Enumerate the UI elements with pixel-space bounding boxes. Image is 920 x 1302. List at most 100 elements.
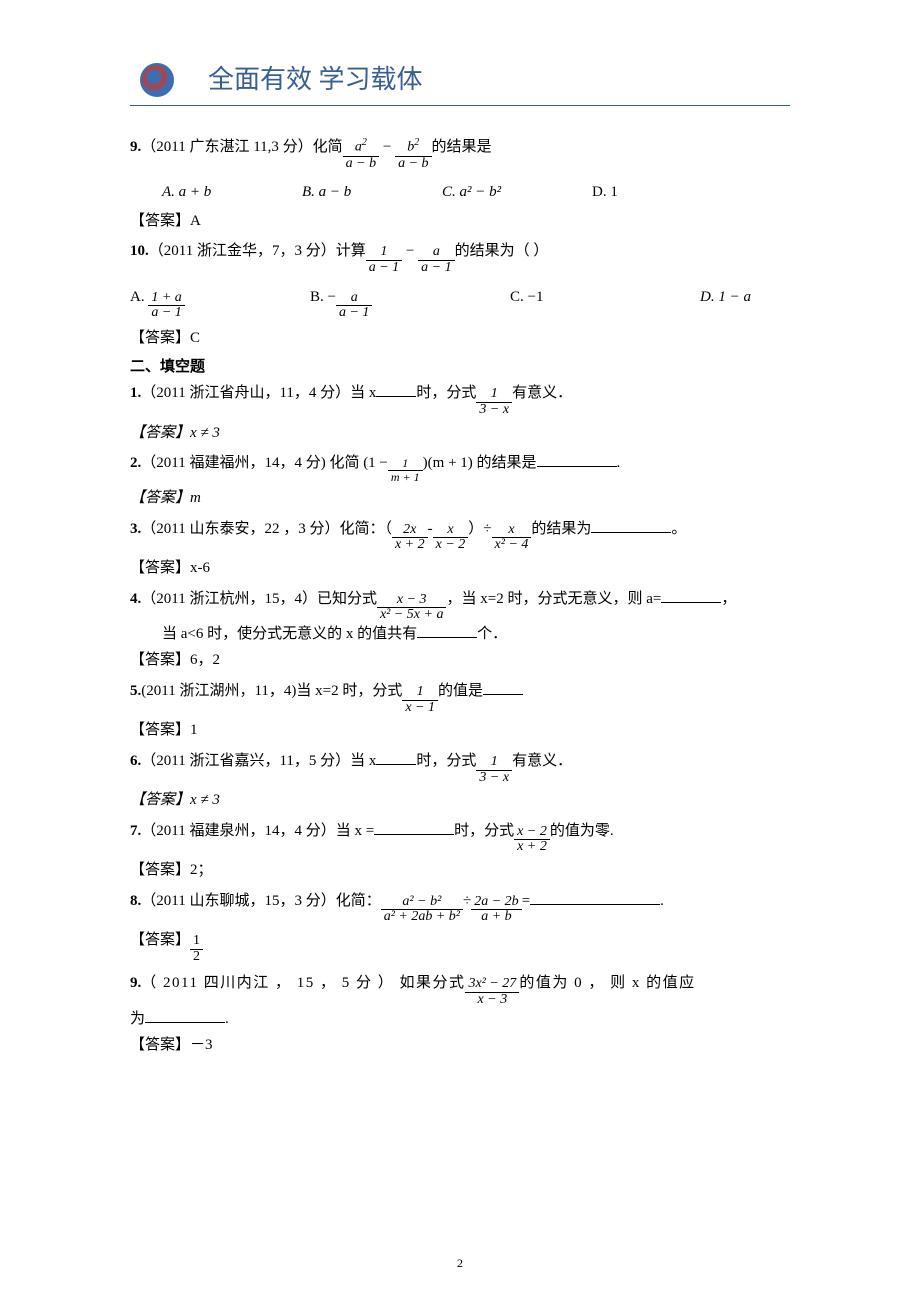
q9-frac1: a2 a − b	[343, 138, 379, 171]
logo-icon	[140, 63, 174, 97]
header-title: 全面有效 学习载体	[208, 60, 423, 99]
f7-frac: x − 2x + 2	[514, 825, 550, 855]
fill-5: 5. (2011 浙江湖州，11，4)当 x=2 时，分式 1x − 1 的值是	[130, 680, 790, 715]
q9-num: 9.	[130, 136, 141, 159]
f1-answer: 【答案】x ≠ 3	[130, 422, 790, 445]
fill-4: 4. （2011 浙江杭州，15，4）已知分式 x − 3x² − 5x + a…	[130, 588, 790, 646]
f4-mid: ，当 x=2 时，分式无意义，则 a=	[446, 588, 661, 611]
f6-tail: 有意义．	[512, 750, 572, 773]
f1-mid: 时，分式	[416, 382, 476, 405]
header: 全面有效 学习载体	[130, 60, 790, 106]
q9-opt-b: B. a − b	[302, 181, 442, 204]
q9-src: （2011 广东湛江 11,3 分）化简	[141, 136, 342, 159]
blank	[537, 466, 617, 467]
question-10: 10. （2011 浙江金华，7，3 分）计算 1a − 1 − aa − 1 …	[130, 240, 790, 321]
f3-tail: 的结果为	[531, 518, 591, 541]
f6-frac: 13 − x	[476, 755, 512, 785]
blank	[591, 532, 671, 533]
f5-src: (2011 浙江湖州，11，4)当 x=2 时，分式	[141, 680, 402, 703]
f3-frac3: xx² − 4	[492, 523, 532, 553]
f7-mid: 时，分式	[454, 820, 514, 843]
f9-src: （ 2011 四川内江 ， 15 ， 5 分 ） 如果分式	[141, 972, 465, 995]
f5-num: 5.	[130, 680, 141, 703]
f6-src: （2011 浙江省嘉兴，11，5 分）当 x	[141, 750, 376, 773]
q10-num: 10.	[130, 240, 149, 263]
f3-mid: ）÷	[468, 518, 491, 541]
q10-frac1: 1a − 1	[366, 245, 402, 275]
f9-line2: 为	[130, 1008, 145, 1031]
q10-opt-a: A. 1 + aa − 1	[130, 286, 310, 321]
f8-eq: =	[522, 890, 530, 913]
f7-num: 7.	[130, 820, 141, 843]
q10-options: A. 1 + aa − 1 B. − aa − 1 C. −1 D. 1 − a	[130, 286, 790, 321]
f1-num: 1.	[130, 382, 141, 405]
blank	[417, 637, 477, 638]
f8-num: 8.	[130, 890, 141, 913]
q10-opt-c: C. −1	[510, 286, 700, 321]
blank	[483, 694, 523, 695]
f2-frac: 1m + 1	[388, 457, 423, 483]
f1-src: （2011 浙江省舟山，11，4 分）当 x	[141, 382, 376, 405]
f5-frac: 1x − 1	[402, 685, 438, 715]
f6-num: 6.	[130, 750, 141, 773]
f1-frac: 13 − x	[476, 387, 512, 417]
f4-answer: 【答案】6，2	[130, 649, 790, 672]
f8-mid: ÷	[463, 890, 471, 913]
blank	[376, 764, 416, 765]
f6-answer: 【答案】x ≠ 3	[130, 789, 790, 812]
fill-6: 6. （2011 浙江省嘉兴，11，5 分）当 x 时，分式 13 − x 有意…	[130, 750, 790, 785]
section-2: 二、填空题	[130, 356, 790, 379]
f4-line2b: 个．	[477, 623, 507, 646]
f3-tail2: 。	[671, 518, 686, 541]
q10-opt-d: D. 1 − a	[700, 286, 751, 321]
f4-num: 4.	[130, 588, 141, 611]
f2-src: （2011 福建福州，14，4 分) 化简 (1 −	[141, 452, 388, 475]
f3-frac2: xx − 2	[433, 523, 469, 553]
q9-opt-a: A. a + b	[162, 181, 302, 204]
f3-src: （2011 山东泰安，22 ，3 分）化简：（	[141, 518, 392, 541]
f9-num: 9.	[130, 972, 141, 995]
q10-answer: 【答案】C	[130, 327, 790, 350]
f5-answer: 【答案】1	[130, 719, 790, 742]
f1-tail: 有意义．	[512, 382, 572, 405]
f7-src: （2011 福建泉州，14，4 分）当 x =	[141, 820, 374, 843]
f9-tail: 的值为 0 ， 则 x 的值应	[519, 972, 695, 995]
question-9: 9. （2011 广东湛江 11,3 分）化简 a2 a − b − b2 a …	[130, 136, 790, 204]
q9-answer: 【答案】A	[130, 210, 790, 233]
blank	[376, 396, 416, 397]
f8-answer: 【答案】 12	[130, 929, 790, 964]
f8-ans-frac: 12	[190, 934, 203, 964]
q9-frac2: b2 a − b	[395, 138, 431, 171]
q10-src: （2011 浙江金华，7，3 分）计算	[149, 240, 366, 263]
fill-2: 2. （2011 福建福州，14，4 分) 化简 (1 − 1m + 1 )(m…	[130, 452, 790, 483]
f7-tail: 的值为零.	[550, 820, 614, 843]
q9-opt-c: C. a² − b²	[442, 181, 592, 204]
fill-9: 9. （ 2011 四川内江 ， 15 ， 5 分 ） 如果分式 3x² − 2…	[130, 972, 790, 1030]
f3-frac1: 2xx + 2	[392, 523, 428, 553]
f5-tail: 的值是	[438, 680, 483, 703]
f3-num: 3.	[130, 518, 141, 541]
q9-opt-d: D. 1	[592, 181, 618, 204]
blank	[530, 904, 660, 905]
f8-frac1: a² − b²a² + 2ab + b²	[381, 895, 463, 925]
fill-8: 8. （2011 山东聊城，15，3 分）化简： a² − b²a² + 2ab…	[130, 890, 790, 925]
f3-answer: 【答案】x-6	[130, 557, 790, 580]
f2-num: 2.	[130, 452, 141, 475]
f8-src: （2011 山东聊城，15，3 分）化简：	[141, 890, 380, 913]
f4-frac: x − 3x² − 5x + a	[377, 593, 447, 623]
f8-frac2: 2a − 2ba + b	[471, 895, 521, 925]
blank	[374, 834, 454, 835]
fill-3: 3. （2011 山东泰安，22 ，3 分）化简：（ 2xx + 2 - xx …	[130, 518, 790, 553]
blank	[145, 1022, 225, 1023]
q10-tail: 的结果为（ ）	[455, 240, 549, 263]
f9-frac: 3x² − 27x − 3	[465, 977, 519, 1007]
f8-ans-label: 【答案】	[130, 929, 190, 952]
f2-mid: )(m + 1) 的结果是	[423, 452, 537, 475]
f6-mid: 时，分式	[416, 750, 476, 773]
q10-frac2: aa − 1	[418, 245, 454, 275]
fill-1: 1. （2011 浙江省舟山，11，4 分）当 x 时，分式 13 − x 有意…	[130, 382, 790, 417]
q9-tail: 的结果是	[432, 136, 492, 159]
blank	[661, 602, 721, 603]
f2-answer: 【答案】m	[130, 487, 790, 510]
q9-options: A. a + b B. a − b C. a² − b² D. 1	[162, 181, 790, 204]
